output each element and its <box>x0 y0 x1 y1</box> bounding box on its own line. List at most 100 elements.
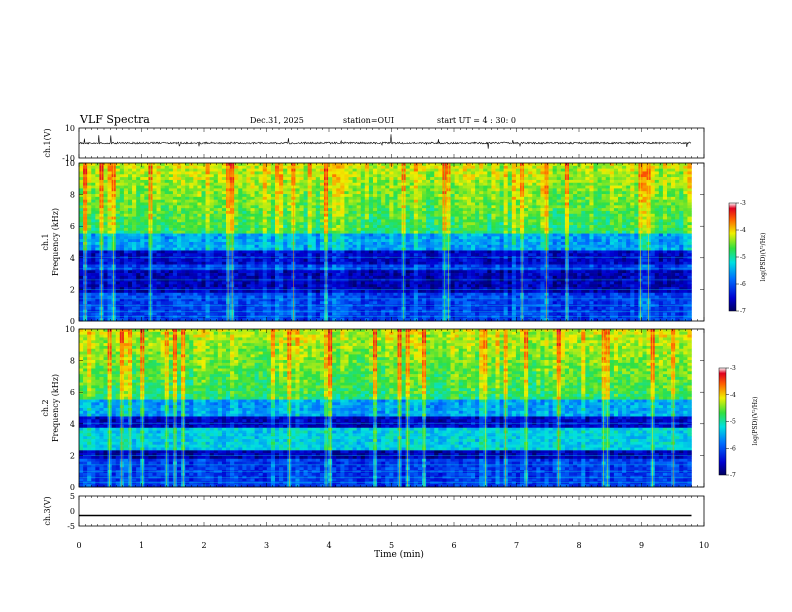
spectrogram-cell <box>185 250 189 253</box>
spectrogram-cell <box>283 279 287 282</box>
spectrogram-cell <box>336 234 340 237</box>
spectrogram-cell <box>79 231 83 234</box>
spectrogram-cell <box>398 217 402 220</box>
spectrogram-cell <box>165 186 169 189</box>
spectrogram-cell <box>267 194 271 197</box>
spectrogram-cell <box>328 310 332 313</box>
spectrogram-cell <box>393 287 397 290</box>
spectrogram-cell <box>357 259 361 262</box>
spectrogram-cell <box>189 174 193 177</box>
spectrogram-cell <box>251 208 255 211</box>
spectrogram-cell <box>193 290 197 293</box>
spectrogram-cell <box>430 205 434 208</box>
spectrogram-cell <box>328 197 332 200</box>
spectrogram-cell <box>120 203 124 206</box>
spectrogram-cell <box>430 211 434 214</box>
spectrogram-cell <box>336 293 340 296</box>
spectrogram-cell <box>320 276 324 279</box>
spectrogram-cell <box>120 219 124 222</box>
spectrogram-cell <box>393 203 397 206</box>
spectrogram-cell <box>410 217 414 220</box>
spectrogram-cell <box>197 253 201 256</box>
spectrogram-cell <box>185 231 189 234</box>
spectrogram-cell <box>120 279 124 282</box>
spectrogram-cell <box>312 183 316 186</box>
spectrogram-cell <box>210 205 214 208</box>
spectrogram-cell <box>104 211 108 214</box>
spectrogram-cell <box>398 315 402 318</box>
spectrogram-cell <box>406 262 410 265</box>
spectrogram-cell <box>336 231 340 234</box>
spectrogram-cell <box>353 171 357 174</box>
spectrogram-cell <box>389 242 393 245</box>
spectrogram-cell <box>300 279 304 282</box>
spectrogram-cell <box>353 293 357 296</box>
spectrogram-cell <box>418 273 422 276</box>
spectrogram-cell <box>267 248 271 251</box>
spectrogram-cell <box>104 228 108 231</box>
spectrogram-cell <box>124 177 128 180</box>
spectrogram-cell <box>153 205 157 208</box>
spectrogram-cell <box>79 188 83 191</box>
spectrogram-cell <box>157 315 161 318</box>
spectrogram-cell <box>422 282 426 285</box>
spectrogram-cell <box>393 163 397 166</box>
spectrogram-cell <box>246 203 250 206</box>
spectrogram-cell <box>410 225 414 228</box>
spectrogram-cell <box>255 208 259 211</box>
spectrogram-cell <box>353 225 357 228</box>
spectrogram-cell <box>340 273 344 276</box>
spectrogram-cell <box>214 259 218 262</box>
spectrogram-cell <box>418 242 422 245</box>
spectrogram-cell <box>287 171 291 174</box>
spectrogram-cell <box>369 282 373 285</box>
spectrogram-cell <box>238 236 242 239</box>
spectrogram-cell <box>222 313 226 316</box>
spectrogram-cell <box>193 214 197 217</box>
spectrogram-cell <box>267 287 271 290</box>
spectrogram-cell <box>128 217 132 220</box>
spectrogram-cell <box>251 197 255 200</box>
spectrogram-cell <box>385 191 389 194</box>
spectrogram-cell <box>393 239 397 242</box>
spectrogram-cell <box>406 225 410 228</box>
spectrogram-cell <box>79 296 83 299</box>
spectrogram-cell <box>287 236 291 239</box>
spectrogram-cell <box>353 304 357 307</box>
spectrogram-cell <box>108 290 112 293</box>
spectrogram-cell <box>132 186 136 189</box>
spectrogram-cell <box>87 279 91 282</box>
spectrogram-cell <box>406 304 410 307</box>
spectrogram-cell <box>255 304 259 307</box>
spectrogram-cell <box>185 313 189 316</box>
spectrogram-cell <box>357 228 361 231</box>
spectrogram-cell <box>340 194 344 197</box>
spectrogram-cell <box>381 242 385 245</box>
spectrogram-cell <box>197 180 201 183</box>
spectrogram-cell <box>283 228 287 231</box>
spectrogram-cell <box>418 315 422 318</box>
spectrogram-cell <box>218 228 222 231</box>
spectrogram-cell <box>91 203 95 206</box>
spectrogram-cell <box>165 242 169 245</box>
spectrogram-cell <box>369 211 373 214</box>
spectrogram-cell <box>91 214 95 217</box>
spectrogram-cell <box>202 315 206 318</box>
spectrogram-cell <box>349 279 353 282</box>
spectrogram-cell <box>177 200 181 203</box>
spectrogram-cell <box>398 248 402 251</box>
spectrogram-cell <box>304 248 308 251</box>
spectrogram-cell <box>434 191 438 194</box>
spectrogram-cell <box>385 188 389 191</box>
spectrogram-cell <box>336 250 340 253</box>
spectrogram-cell <box>242 301 246 304</box>
spectrogram-cell <box>251 307 255 310</box>
spectrogram-cell <box>332 287 336 290</box>
spectrogram-cell <box>157 284 161 287</box>
spectrogram-cell <box>124 191 128 194</box>
spectrogram-cell <box>177 248 181 251</box>
spectrogram-cell <box>389 253 393 256</box>
spectrogram-cell <box>385 208 389 211</box>
spectrogram-cell <box>308 296 312 299</box>
spectrogram-cell <box>197 265 201 268</box>
